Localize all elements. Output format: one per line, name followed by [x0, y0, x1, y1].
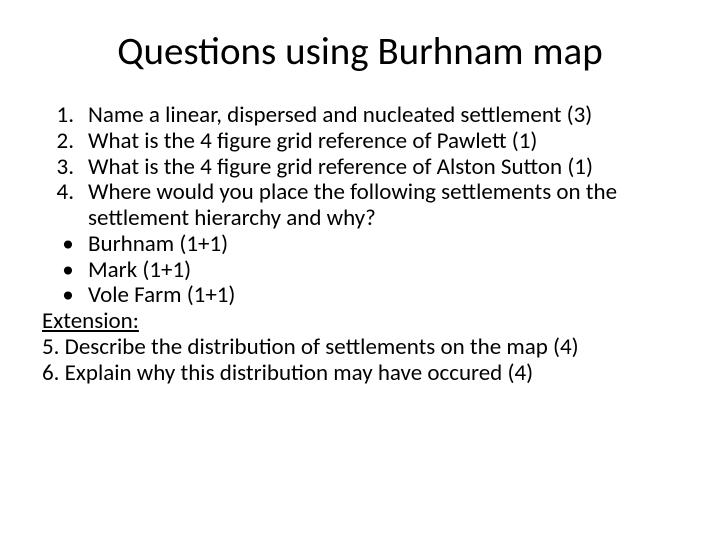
bullet-icon: • — [36, 258, 88, 284]
list-text: What is the 4 figure grid reference of A… — [88, 155, 684, 181]
list-text: What is the 4 figure grid reference of P… — [88, 129, 684, 155]
question-3: 3. What is the 4 figure grid reference o… — [36, 155, 684, 181]
list-text: Mark (1+1) — [88, 258, 684, 284]
question-4: 4. Where would you place the following s… — [36, 180, 684, 232]
list-number: 1. — [36, 103, 88, 129]
bullet-mark: • Mark (1+1) — [36, 258, 684, 284]
bullet-icon: • — [36, 232, 88, 258]
question-1: 1. Name a linear, dispersed and nucleate… — [36, 103, 684, 129]
bullet-vole-farm: • Vole Farm (1+1) — [36, 283, 684, 309]
slide: Questions using Burhnam map 1. Name a li… — [0, 0, 720, 540]
slide-title: Questions using Burhnam map — [36, 28, 684, 75]
bullet-burhnam: • Burhnam (1+1) — [36, 232, 684, 258]
bullet-icon: • — [36, 283, 88, 309]
slide-body: 1. Name a linear, dispersed and nucleate… — [36, 103, 684, 386]
question-6: 6. Explain why this distribution may hav… — [42, 361, 684, 387]
question-5: 5. Describe the distribution of settleme… — [42, 335, 684, 361]
list-text: Where would you place the following sett… — [88, 180, 684, 232]
list-text: Burhnam (1+1) — [88, 232, 684, 258]
list-number: 2. — [36, 129, 88, 155]
extension-text: Extension: — [42, 307, 139, 335]
question-2: 2. What is the 4 figure grid reference o… — [36, 129, 684, 155]
extension-label: Extension: — [42, 309, 684, 335]
list-number: 3. — [36, 155, 88, 181]
list-text: Vole Farm (1+1) — [88, 283, 684, 309]
list-text: Name a linear, dispersed and nucleated s… — [88, 103, 684, 129]
list-number: 4. — [36, 180, 88, 232]
